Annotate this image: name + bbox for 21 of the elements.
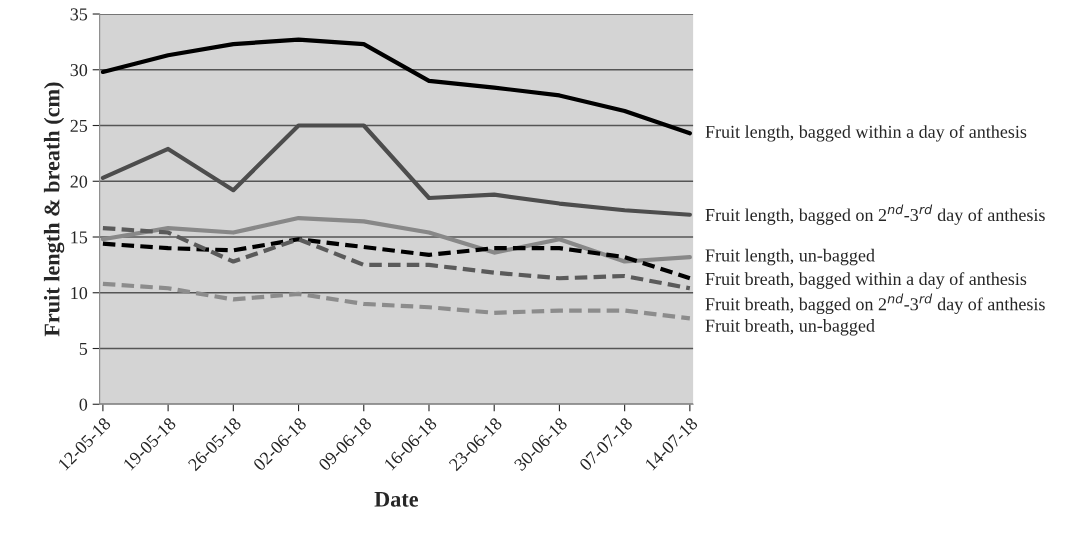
x-axis-title: Date <box>374 491 419 507</box>
y-tick-label: 10 <box>71 287 88 300</box>
series-label: Fruit breath, un-bagged <box>705 319 875 336</box>
y-tick-label: 20 <box>70 175 88 188</box>
line-series <box>100 37 692 136</box>
series-label: Fruit breath, bagged on 2$^{nd}$-3$^{rd}$ day of anthesis <box>705 293 1045 315</box>
series-label: Fruit length, un-bagged <box>705 248 875 266</box>
y-tick-label: 15 <box>71 231 88 244</box>
line-series <box>100 226 692 291</box>
line-series <box>100 281 692 321</box>
line-series <box>100 123 692 217</box>
y-tick-label: 30 <box>70 64 88 77</box>
series-label: Fruit breath, bagged within a day of anthesis <box>705 272 1027 289</box>
y-axis-title: Fruit length & breath (cm) <box>43 82 65 337</box>
y-tick-label: 0 <box>79 398 88 411</box>
y-tick-label: 5 <box>79 342 88 355</box>
y-tick-label: 25 <box>70 119 88 132</box>
y-tick-label: 35 <box>70 8 88 21</box>
series-label: Fruit length, bagged on 2$^{nd}$-3$^{rd}$ day of anthesis <box>705 204 1045 225</box>
line-series <box>100 237 692 281</box>
series-label: Fruit length, bagged within a day of anthesis <box>705 125 1027 142</box>
